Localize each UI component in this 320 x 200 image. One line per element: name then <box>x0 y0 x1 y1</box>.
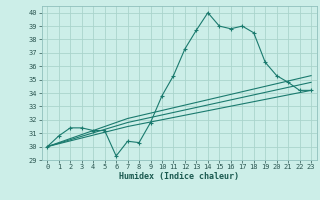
X-axis label: Humidex (Indice chaleur): Humidex (Indice chaleur) <box>119 172 239 181</box>
